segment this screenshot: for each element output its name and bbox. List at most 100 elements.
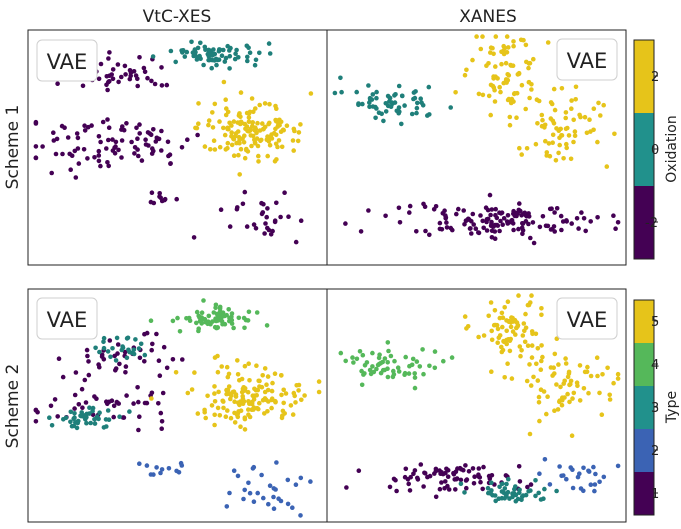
colorbar-type-tick-4: 4 <box>651 358 659 373</box>
scatter-point <box>241 496 246 502</box>
scatter-point <box>414 229 419 234</box>
scatter-point <box>571 139 576 145</box>
scatter-point <box>192 47 198 52</box>
scatter-point <box>493 212 498 218</box>
scatter-point <box>550 132 556 138</box>
scatter-point <box>523 42 529 48</box>
scatter-point <box>516 226 521 232</box>
scatter-point <box>581 465 586 471</box>
scatter-point <box>588 219 593 224</box>
scatter-point <box>578 114 583 120</box>
colorbar-type-seg-1 <box>634 472 654 515</box>
scatter-point <box>531 240 537 246</box>
vae-label-2: VAE <box>567 49 608 73</box>
scatter-point <box>149 78 154 84</box>
scatter-point <box>150 146 155 151</box>
scatter-point <box>154 465 159 470</box>
scatter-point <box>412 371 418 376</box>
scatter-point <box>564 141 569 147</box>
scatter-point <box>237 378 242 383</box>
scatter-point <box>509 376 515 381</box>
scatter-point <box>522 328 527 334</box>
scatter-point <box>253 387 259 393</box>
vae-label-4: VAE <box>567 308 608 332</box>
scatter-point <box>420 347 425 352</box>
scatter-point <box>511 39 516 44</box>
scatter-point <box>201 62 206 68</box>
scatter-point <box>228 415 234 421</box>
colorbar-type-label: Type <box>664 391 680 424</box>
scatter-point <box>210 52 215 58</box>
scatter-point <box>268 232 274 237</box>
scatter-point <box>40 144 45 149</box>
scatter-point <box>571 117 576 123</box>
scatter-point <box>394 488 399 494</box>
scatter-point <box>215 325 220 330</box>
scatter-point <box>584 130 590 136</box>
scatter-point <box>472 474 477 480</box>
scatter-point <box>199 310 205 316</box>
vae-label-box-3: VAE <box>36 297 98 340</box>
scatter-point <box>367 100 372 105</box>
scatter-point <box>76 418 81 424</box>
scatter-point <box>246 111 252 116</box>
scatter-point <box>254 310 260 315</box>
scatter-point <box>486 473 492 479</box>
scatter-point <box>529 293 534 298</box>
scatter-point <box>33 419 39 424</box>
scatter-point <box>563 110 569 115</box>
scatter-point <box>212 412 217 418</box>
scatter-point <box>469 231 474 236</box>
scatter-point <box>462 222 467 227</box>
scatter-point <box>403 354 409 360</box>
scatter-point <box>568 378 574 384</box>
scatter-point <box>196 121 201 126</box>
scatter-point <box>492 308 498 313</box>
scatter-point <box>425 474 430 480</box>
scatter-point <box>505 489 511 495</box>
scatter-point <box>540 117 545 123</box>
scatter-point <box>116 147 121 153</box>
scatter-point <box>356 468 362 474</box>
scatter-point <box>556 150 561 156</box>
scatter-point <box>228 396 233 402</box>
scatter-point <box>104 424 109 429</box>
scatter-point <box>279 144 285 150</box>
scatter-point <box>517 145 522 151</box>
scatter-point <box>159 83 165 88</box>
scatter-point <box>539 358 544 364</box>
scatter-point <box>178 460 184 466</box>
vae-label-box-2: VAE <box>556 38 618 81</box>
scatter-point <box>223 97 228 102</box>
scatter-point <box>98 163 103 169</box>
scatter-point <box>566 371 572 376</box>
scatter-point <box>615 220 621 225</box>
scatter-point <box>156 401 161 406</box>
scatter-point <box>159 467 165 472</box>
scatter-point <box>112 145 117 151</box>
scatter-point <box>257 50 262 56</box>
scatter-point <box>284 123 290 128</box>
scatter-point <box>294 383 300 388</box>
scatter-point <box>597 390 602 396</box>
scatter-point <box>290 412 296 417</box>
scatter-point <box>191 235 197 240</box>
scatter-point <box>517 490 522 496</box>
scatter-point <box>523 106 528 112</box>
scatter-point <box>260 373 266 378</box>
scatter-point <box>232 420 238 425</box>
scatter-point <box>497 84 503 90</box>
scatter-point <box>279 392 284 398</box>
scatter-point <box>298 122 303 127</box>
scatter-point <box>517 344 523 349</box>
scatter-point <box>249 143 254 149</box>
scatter-point <box>48 403 54 409</box>
scatter-point <box>238 146 244 152</box>
scatter-point <box>73 370 79 375</box>
scatter-point <box>524 378 530 384</box>
scatter-point <box>244 224 250 229</box>
scatter-point <box>277 117 282 123</box>
scatter-point <box>246 480 251 486</box>
scatter-point <box>206 47 211 53</box>
scatter-point <box>247 50 253 55</box>
